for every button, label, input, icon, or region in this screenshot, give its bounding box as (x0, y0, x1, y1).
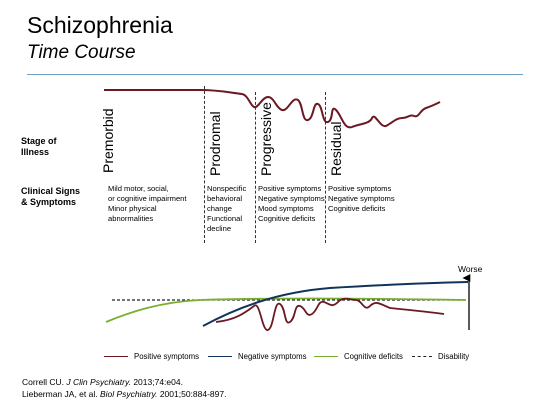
signs-label-line: Clinical Signs (21, 186, 81, 196)
trajectory-line (104, 89, 441, 129)
stage-divider (255, 92, 256, 243)
sign-item: abnormalities (108, 214, 154, 223)
legend-cognitive-deficits: Cognitive deficits (314, 352, 403, 361)
legend-label: Negative symptoms (238, 352, 307, 361)
legend-label: Positive symptoms (134, 352, 199, 361)
signs-progressive: Positive symptoms Negative symptoms Mood… (258, 184, 325, 224)
reference-authors: Correll CU. (22, 377, 67, 387)
positive-symptoms-line (215, 297, 445, 331)
stage-divider (325, 92, 326, 243)
signs-premorbid: Mild motor, social, or cognitive impairm… (108, 184, 187, 224)
sign-item: Positive symptoms (328, 184, 392, 193)
sign-item: Minor physical (108, 204, 157, 213)
illness-trajectory-curve (104, 89, 441, 129)
sign-item: Mood symptoms (258, 204, 314, 213)
legend-negative-symptoms: Negative symptoms (208, 352, 306, 361)
legend-disability: Disability (412, 352, 469, 361)
reference-authors: Lieberman JA, et al. (22, 389, 100, 399)
sign-item: Positive symptoms (258, 184, 322, 193)
stage-of-illness-label: Stage of Illness (21, 136, 57, 158)
sign-item: Nonspecific (207, 184, 247, 193)
sign-item: Functional (207, 214, 243, 223)
stage-label-line: Stage of (21, 136, 57, 146)
legend-positive-symptoms: Positive symptoms (104, 352, 199, 361)
legend-swatch-cognitive (314, 356, 338, 357)
negative-symptoms-line (202, 281, 469, 327)
legend-swatch-positive (104, 356, 128, 357)
reference-1: Correll CU. J Clin Psychiatry. 2013;74:e… (22, 377, 183, 388)
sign-item: Cognitive deficits (328, 204, 386, 213)
signs-residual: Positive symptoms Negative symptoms Cogn… (328, 184, 395, 214)
page-subtitle: Time Course (27, 42, 136, 63)
legend-swatch-disability (412, 356, 432, 357)
stage-divider (204, 86, 205, 243)
sign-item: decline (207, 224, 232, 233)
worse-axis-label: Worse (458, 264, 483, 274)
reference-details: 2013;74:e04. (130, 377, 183, 387)
legend-label: Disability (438, 352, 470, 361)
sign-item: or cognitive impairment (108, 194, 187, 203)
page-title: Schizophrenia (27, 12, 173, 38)
title-divider (27, 74, 523, 75)
sign-item: Negative symptoms (328, 194, 395, 203)
clinical-signs-label: Clinical Signs & Symptoms (21, 186, 80, 208)
legend-swatch-negative (208, 356, 232, 357)
legend-label: Cognitive deficits (344, 352, 403, 361)
stage-label-line: Illness (21, 147, 50, 157)
sign-item: Cognitive deficits (258, 214, 316, 223)
sign-item: Mild motor, social, (108, 184, 169, 193)
sign-item: change (207, 204, 232, 213)
sign-item: behavioral (207, 194, 243, 203)
reference-journal: J Clin Psychiatry. (66, 377, 131, 387)
reference-2: Lieberman JA, et al. Biol Psychiatry. 20… (22, 389, 226, 400)
signs-prodromal: Nonspecific behavioral change Functional… (207, 184, 246, 234)
cognitive-deficits-line (105, 297, 467, 323)
reference-journal: Biol Psychiatry. (99, 389, 158, 399)
reference-details: 2001;50:884-897. (157, 389, 227, 399)
sign-item: Negative symptoms (258, 194, 325, 203)
signs-label-line: & Symptoms (21, 197, 77, 207)
